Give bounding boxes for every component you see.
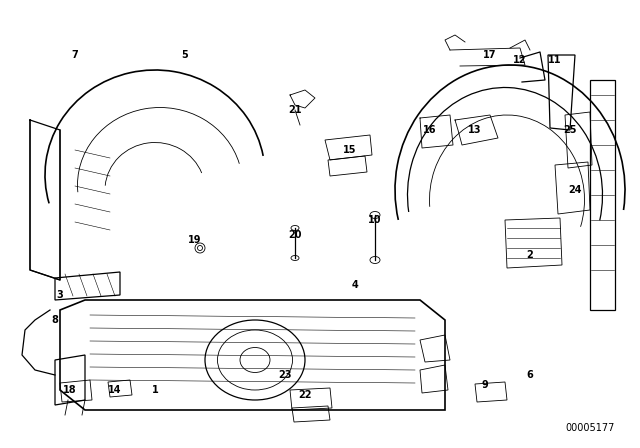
Text: 6: 6 xyxy=(527,370,533,380)
Text: 20: 20 xyxy=(288,230,301,240)
Text: 2: 2 xyxy=(527,250,533,260)
Text: 4: 4 xyxy=(351,280,358,290)
Text: 17: 17 xyxy=(483,50,497,60)
Text: 10: 10 xyxy=(368,215,381,225)
Text: 5: 5 xyxy=(182,50,188,60)
Text: 11: 11 xyxy=(548,55,562,65)
Text: 16: 16 xyxy=(423,125,436,135)
Text: 21: 21 xyxy=(288,105,301,115)
Text: 14: 14 xyxy=(108,385,122,395)
Text: 00005177: 00005177 xyxy=(565,423,614,433)
Text: 25: 25 xyxy=(563,125,577,135)
Text: 15: 15 xyxy=(343,145,356,155)
Text: 8: 8 xyxy=(52,315,58,325)
Text: 24: 24 xyxy=(568,185,582,195)
Text: 12: 12 xyxy=(513,55,527,65)
Text: 3: 3 xyxy=(56,290,63,300)
Text: 1: 1 xyxy=(152,385,158,395)
Text: 23: 23 xyxy=(278,370,292,380)
Text: 7: 7 xyxy=(72,50,78,60)
Text: 18: 18 xyxy=(63,385,77,395)
Text: 22: 22 xyxy=(298,390,312,400)
Text: 13: 13 xyxy=(468,125,482,135)
Text: 19: 19 xyxy=(188,235,202,245)
Text: 9: 9 xyxy=(482,380,488,390)
